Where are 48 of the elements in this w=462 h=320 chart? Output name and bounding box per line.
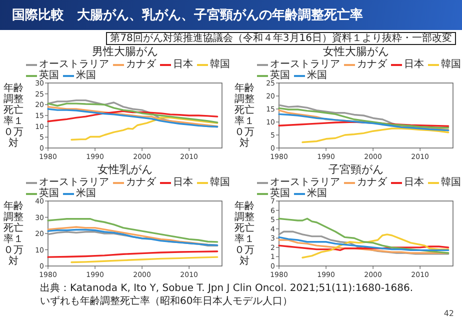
text: 国際比較 大腸がん、乳がん、子宮頸がんの年齢調整死亡率 bbox=[12, 8, 363, 23]
y-axis-title: 年齢調整死亡率１０万対 bbox=[3, 83, 24, 149]
line-series bbox=[302, 234, 450, 258]
legend-label: カナダ bbox=[126, 59, 156, 70]
line-series bbox=[302, 128, 450, 144]
text: 第78回がん対策推進協議会（令和４年3月16日）資料１より抜粋・一部改変 bbox=[106, 32, 456, 45]
line-series bbox=[278, 239, 450, 254]
legend-label: 日本 bbox=[173, 177, 193, 188]
y-axis-title: 年齢調整死亡率１０万対 bbox=[234, 83, 255, 149]
line-series bbox=[278, 218, 450, 254]
legend-label: 英国 bbox=[39, 70, 59, 81]
chart-title: 子宮頸がん bbox=[328, 163, 384, 176]
legend-label: オーストラリア bbox=[270, 177, 340, 188]
y-axis-title: 年齢調整死亡率１０万対 bbox=[3, 201, 24, 267]
line-series bbox=[47, 218, 218, 243]
legend-label: オーストラリア bbox=[39, 59, 109, 70]
legend-label: 米国 bbox=[76, 70, 96, 81]
line-series bbox=[278, 230, 450, 255]
legend-label: 韓国 bbox=[210, 59, 230, 70]
legend-label: カナダ bbox=[357, 59, 387, 70]
chart-title: 男性大腸がん bbox=[91, 45, 159, 58]
text: 42 bbox=[444, 309, 454, 319]
legend-label: 日本 bbox=[173, 59, 193, 70]
chart-title: 女性大腸がん bbox=[322, 45, 390, 58]
line-series bbox=[47, 102, 218, 124]
legend-label: 米国 bbox=[76, 188, 96, 199]
legend-label: 英国 bbox=[270, 188, 290, 199]
legend-label: オーストラリア bbox=[39, 177, 109, 188]
source-note: 出典：Katanoda K, Ito Y, Sobue T. Jpn J Clin Oncol. 2021;51(11):1680-1686. bbox=[40, 283, 414, 295]
legend-label: オーストラリア bbox=[270, 59, 340, 70]
legend-label: カナダ bbox=[126, 177, 156, 188]
legend-label: 韓国 bbox=[441, 177, 461, 188]
legend-label: 米国 bbox=[307, 70, 327, 81]
line-series bbox=[278, 236, 450, 252]
legend-label: 英国 bbox=[270, 70, 290, 81]
legend-label: 英国 bbox=[39, 188, 59, 199]
line-series bbox=[278, 113, 450, 132]
legend-label: 米国 bbox=[307, 188, 327, 199]
legend-label: 日本 bbox=[404, 59, 424, 70]
legend-label: 韓国 bbox=[441, 59, 461, 70]
line-series bbox=[70, 116, 218, 141]
y-axis-title: 年齢調整死亡率１０万対 bbox=[234, 201, 255, 267]
legend-label: 日本 bbox=[404, 177, 424, 188]
text: いずれも年齢調整死亡率（昭和60年日本人モデル人口） bbox=[40, 296, 293, 308]
legend-label: 韓国 bbox=[210, 177, 230, 188]
line-series bbox=[47, 110, 218, 122]
chart-title: 女性乳がん bbox=[96, 163, 154, 176]
legend-label: カナダ bbox=[357, 177, 387, 188]
